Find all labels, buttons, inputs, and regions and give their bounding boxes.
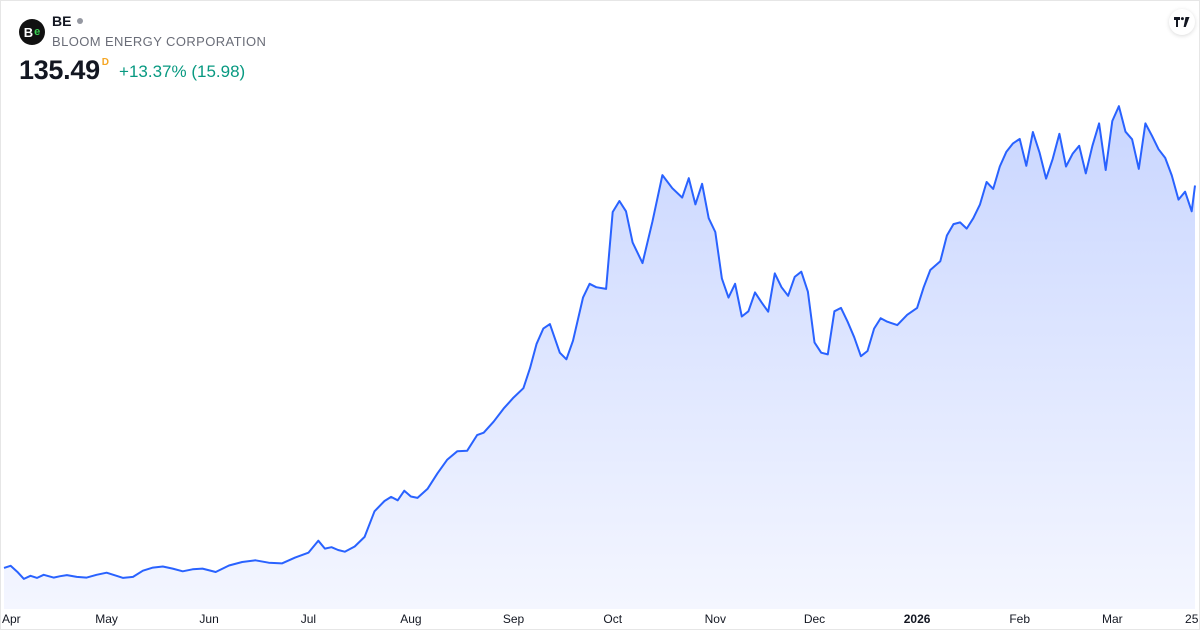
symbol-ticker[interactable]: BE	[52, 13, 72, 29]
logo-letter: B	[23, 24, 34, 40]
x-tick-label: May	[95, 612, 118, 626]
price-area-fill	[4, 106, 1195, 609]
x-tick-label: Sep	[503, 612, 525, 626]
x-tick-label: Jun	[199, 612, 218, 626]
price-change: +13.37% (15.98)	[119, 62, 246, 81]
x-tick-label: Dec	[804, 612, 825, 626]
symbol-row: BE	[52, 13, 84, 31]
interval-badge: D	[101, 57, 110, 68]
x-tick-label: Apr	[2, 612, 21, 626]
x-tick-label: Mar	[1102, 612, 1123, 626]
last-price: 135.49	[19, 55, 100, 85]
x-tick-label: Jul	[301, 612, 316, 626]
market-status-dot	[77, 18, 84, 24]
price-line-series	[3, 105, 1196, 580]
tradingview-logo-icon[interactable]	[1169, 9, 1195, 35]
x-tick-label: Oct	[603, 612, 622, 626]
x-tick-label: Nov	[705, 612, 726, 626]
tradingview-glyph	[1174, 17, 1190, 27]
x-tick-label: Feb	[1009, 612, 1030, 626]
x-tick-label: 25	[1185, 612, 1199, 626]
x-tick-label: Aug	[400, 612, 421, 626]
company-name: BLOOM ENERGY CORPORATION	[52, 34, 267, 49]
x-tick-label: 2026	[904, 612, 931, 626]
price-row: 135.49 D +13.37% (15.98)	[19, 55, 245, 86]
x-axis: Apr May Jun Jul Aug Sep Oct Nov Dec 2026 Feb Mar 25	[2, 612, 1199, 626]
